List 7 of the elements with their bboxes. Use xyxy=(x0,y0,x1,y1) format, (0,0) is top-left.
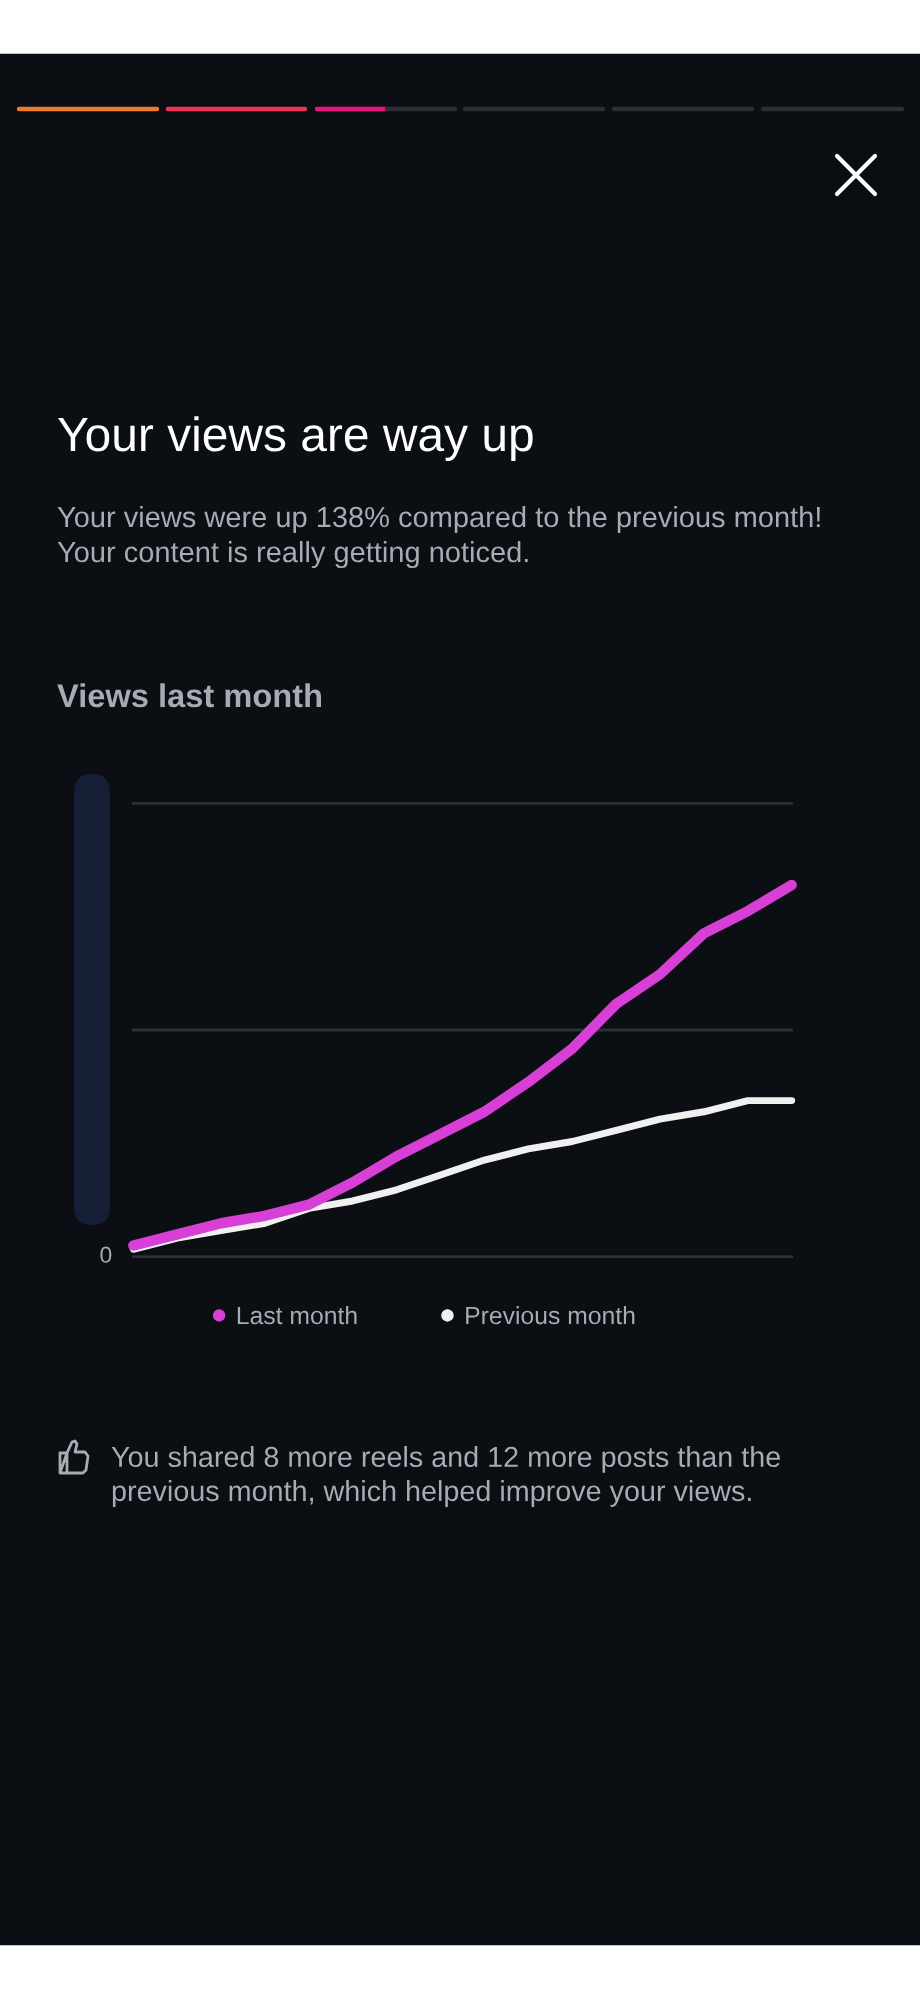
legend-label: Previous month xyxy=(466,1306,635,1325)
text: Views last month xyxy=(57,683,322,708)
chart-title: Your views are way up xyxy=(58,416,533,461)
legend-label: Last month xyxy=(237,1306,357,1325)
text: 0 xyxy=(100,1246,112,1263)
text: You shared 8 more reels and 12 more posts than the previous month, which helped improve your views. xyxy=(111,1446,780,1507)
chart-subtitle: Your views were up 138% compared to the previous month! Your content is really getting noticed. xyxy=(57,506,820,569)
